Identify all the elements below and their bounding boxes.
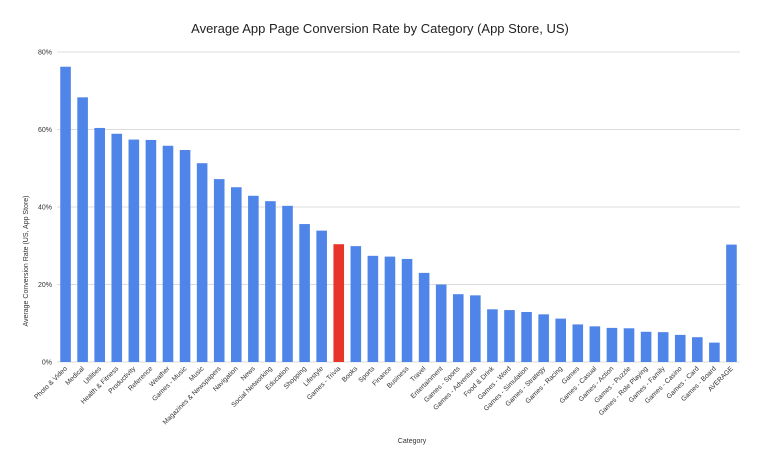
x-axis-title: Category <box>398 438 427 445</box>
chart-title: Average App Page Conversion Rate by Cate… <box>191 21 569 36</box>
y-axis-ticks: 0% 20% 40% 60% 80% <box>38 50 52 367</box>
bar <box>265 201 276 362</box>
bar <box>435 284 447 362</box>
y-axis-title: Average Conversion Rate (US, App Store) <box>23 196 30 327</box>
bar <box>640 331 652 362</box>
bar <box>418 272 430 362</box>
bar <box>606 327 618 362</box>
bar <box>521 312 532 362</box>
bar <box>657 332 669 362</box>
bar <box>248 195 259 362</box>
bar <box>401 258 413 362</box>
bar <box>384 256 396 362</box>
bar <box>726 244 737 362</box>
x-tick-label: Photo & Video <box>33 365 69 401</box>
bar <box>555 318 567 362</box>
bar <box>572 324 584 362</box>
y-tick-label: 60% <box>38 127 52 134</box>
bar <box>367 255 379 362</box>
bar <box>145 139 157 362</box>
bar <box>282 205 293 362</box>
y-tick-label: 20% <box>38 282 52 289</box>
bar <box>333 244 345 362</box>
x-tick-label: Books <box>341 365 360 384</box>
bar <box>504 310 515 362</box>
bar <box>538 314 549 362</box>
bar <box>77 97 88 363</box>
bar <box>589 326 601 362</box>
y-tick-label: 80% <box>38 50 52 57</box>
bar <box>128 139 140 362</box>
bar <box>316 230 327 362</box>
bar <box>196 163 208 362</box>
bar <box>350 246 362 362</box>
bar <box>299 224 310 362</box>
bar <box>111 133 123 362</box>
y-tick-label: 0% <box>42 360 52 367</box>
bar <box>179 150 191 362</box>
x-tick-label: Medical <box>65 365 87 387</box>
bar <box>487 309 498 362</box>
gridlines <box>57 51 740 363</box>
bar <box>623 328 635 362</box>
y-tick-label: 40% <box>38 205 52 212</box>
bar <box>692 337 703 362</box>
bar <box>470 295 481 362</box>
bar <box>94 127 105 362</box>
bar <box>452 294 464 362</box>
bars <box>60 66 737 363</box>
bar <box>60 66 71 362</box>
bar <box>674 334 686 362</box>
bar <box>213 179 225 362</box>
bar <box>230 187 242 362</box>
bar <box>709 342 720 362</box>
bar <box>162 145 174 362</box>
